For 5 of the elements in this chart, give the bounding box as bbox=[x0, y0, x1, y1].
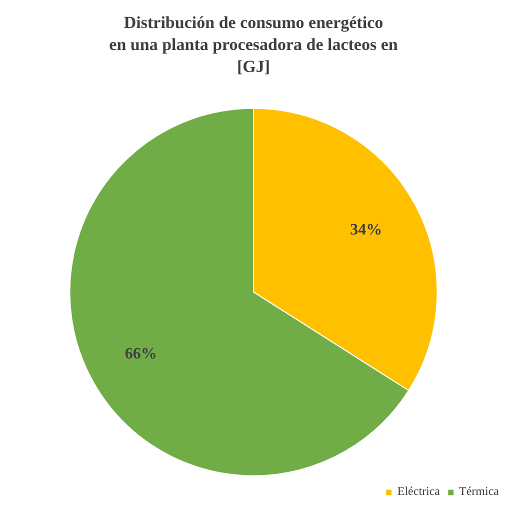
data-label: 66% bbox=[124, 346, 157, 363]
chart-title: Distribución de consumo energético en una planta procesadora de lacteos en [GJ] bbox=[109, 12, 398, 76]
legend-label: Eléctrica bbox=[397, 484, 440, 499]
legend-label: Térmica bbox=[459, 484, 499, 499]
data-label: 34% bbox=[350, 222, 382, 239]
